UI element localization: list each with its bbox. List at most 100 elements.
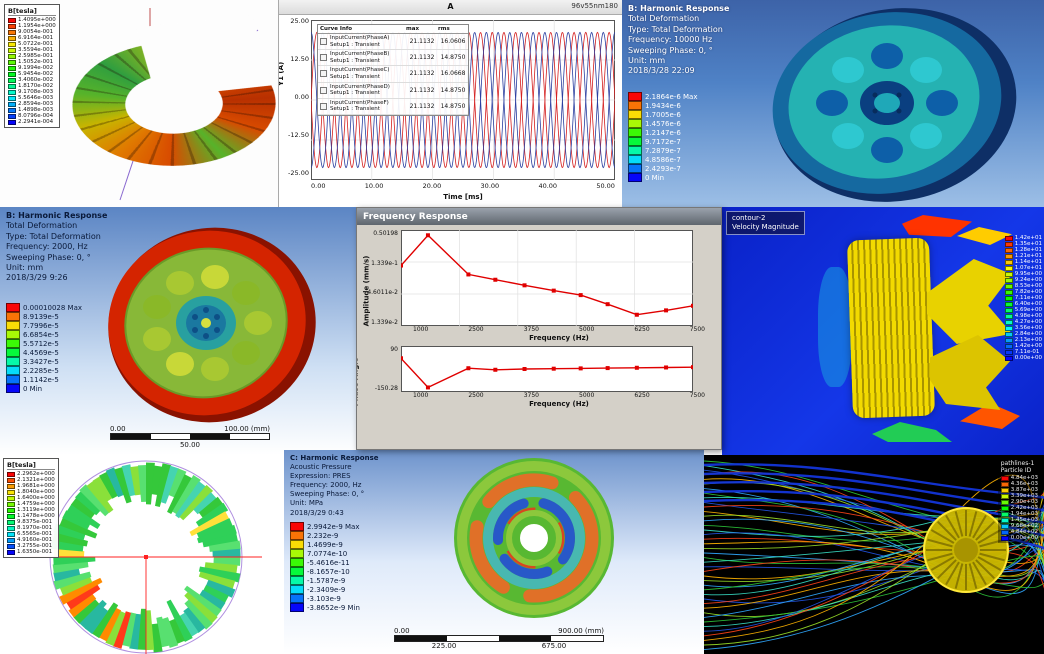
legend-row: 0.00e+00 bbox=[1004, 355, 1042, 361]
legend-value: 3.5594e-001 bbox=[18, 47, 54, 53]
legend-row: 2.2941e-004 bbox=[8, 119, 56, 125]
legend-value: 4.8586e-7 bbox=[645, 155, 681, 164]
pathline-quantity: Particle ID bbox=[1000, 467, 1032, 475]
tick-label: 1.339e-1 bbox=[371, 259, 398, 267]
legend-row: 1.42e+00 bbox=[1004, 343, 1042, 349]
legend-swatch bbox=[1004, 247, 1013, 253]
info-line: Acoustic Pressure bbox=[290, 463, 352, 472]
ruler-start: 0.00 bbox=[394, 627, 410, 635]
legend-swatch bbox=[7, 525, 15, 531]
legend-swatch bbox=[7, 483, 15, 489]
legend-swatch bbox=[8, 47, 16, 53]
legend-value: 1.1478e+000 bbox=[17, 513, 55, 519]
legend-row: 1.35e+01 bbox=[1004, 241, 1042, 247]
legend-value: 6.5565e-001 bbox=[17, 531, 53, 537]
curve-max: 21.1132 bbox=[409, 102, 435, 110]
legend-value: 1.14e+01 bbox=[1014, 259, 1042, 265]
legend-value: 4.4569e-5 bbox=[23, 348, 59, 357]
wheel-3d-view[interactable] bbox=[86, 211, 356, 441]
info-line: B: Harmonic Response bbox=[628, 4, 730, 13]
legend-swatch bbox=[8, 101, 16, 107]
window-titlebar[interactable]: Frequency Response bbox=[357, 208, 721, 225]
wheel-3d-view[interactable] bbox=[712, 0, 1044, 207]
legend-row: 9.8375e-001 bbox=[7, 519, 55, 525]
legend-swatch bbox=[1000, 535, 1009, 541]
legend-swatch bbox=[628, 137, 642, 146]
info-line: Expression: PRES bbox=[290, 472, 351, 481]
curve-name: InputCurrent(PhaseC) Setup1 : Transient bbox=[330, 67, 390, 80]
legend-swatch bbox=[7, 489, 15, 495]
legend-value: 7.0774e-10 bbox=[307, 549, 348, 558]
legend-swatch bbox=[628, 110, 642, 119]
legend-swatch bbox=[8, 95, 16, 101]
legend-value: 1.1142e-5 bbox=[23, 375, 59, 384]
legend-swatch bbox=[1004, 241, 1013, 247]
legend-value: -3.8652e-9 Min bbox=[307, 603, 360, 612]
legend-swatch bbox=[1004, 259, 1013, 265]
legend-row: 1.7005e-6 bbox=[628, 110, 697, 119]
phase-x-label: Frequency (Hz) bbox=[529, 400, 589, 408]
legend-row: 5.5646e-003 bbox=[8, 95, 56, 101]
legend-row: 1.4095e+000 bbox=[8, 17, 56, 23]
legend-swatch bbox=[6, 357, 20, 366]
info-line: Unit: mm bbox=[628, 55, 666, 65]
legend-row: 2.1864e-6 Max bbox=[628, 92, 697, 101]
legend-row: 9.7172e-7 bbox=[628, 137, 697, 146]
amplitude-chart-block: Amplitude (mm/s) 0.50198 1.339e-1 4.6011e-… bbox=[361, 230, 717, 344]
legend-value: 3.4060e-002 bbox=[18, 77, 54, 83]
curve-rms: 16.0668 bbox=[440, 70, 466, 78]
result-info: B: Harmonic Response Total Deformation Typ… bbox=[628, 4, 729, 77]
legend-value: 4.36e+03 bbox=[1010, 481, 1038, 488]
legend-value: 3.2755e-001 bbox=[17, 543, 53, 549]
legend-row: 4.36e+03 bbox=[1000, 481, 1038, 488]
curve-max: 21.1132 bbox=[409, 38, 435, 46]
legend-swatch bbox=[8, 83, 16, 89]
legend-value: 1.9681e+000 bbox=[17, 483, 55, 489]
legend-row: 1.1954e+000 bbox=[8, 23, 56, 29]
legend-row: 8.53e+00 bbox=[1004, 283, 1042, 289]
ring-flux-view[interactable] bbox=[0, 455, 284, 654]
field-legend: B[tesla] 1.4095e+000 1.1954e+000 9.0054e-0… bbox=[4, 4, 60, 128]
amplitude-x-label: Frequency (Hz) bbox=[529, 334, 589, 342]
legend-swatch bbox=[7, 501, 15, 507]
legend-swatch bbox=[1004, 295, 1013, 301]
legend-row: 4.4569e-5 bbox=[6, 348, 82, 357]
acoustic-disc-view[interactable] bbox=[394, 450, 704, 630]
legend-value: 2.2962e+000 bbox=[17, 471, 55, 477]
legend-swatch bbox=[1004, 337, 1013, 343]
fan-gear-3d[interactable] bbox=[846, 237, 936, 419]
curve-name: InputCurrent(PhaseF) Setup1 : Transient bbox=[330, 99, 389, 113]
legend-value: 0.00e+00 bbox=[1014, 355, 1042, 361]
pathline-legend: pathlines-1 Particle ID 4.84e+03 4.36e+03… bbox=[997, 458, 1041, 544]
tick-label: 25.00 bbox=[290, 17, 309, 25]
legend-swatch bbox=[7, 549, 15, 555]
legend-row: 3.5594e-001 bbox=[8, 47, 56, 53]
legend-swatch bbox=[6, 330, 20, 339]
ruler-mid2: 675.00 bbox=[541, 642, 567, 650]
velocity-patch bbox=[872, 422, 952, 442]
legend-swatch bbox=[7, 543, 15, 549]
legend-value: 6.6854e-5 bbox=[23, 330, 59, 339]
legend-value: 1.4699e-9 bbox=[307, 540, 343, 549]
high-velocity-patch bbox=[902, 215, 972, 237]
streamline-3d-view[interactable] bbox=[704, 455, 1044, 654]
tick-label: 90 bbox=[390, 346, 398, 353]
curve-info-row: InputCurrent(PhaseC) Setup1 : Transient 21… bbox=[318, 66, 468, 83]
legend-value: 1.42e+01 bbox=[1014, 235, 1042, 241]
legend-row: -3.8652e-9 Min bbox=[290, 603, 360, 612]
legend-value: 1.6400e+000 bbox=[17, 495, 55, 501]
amplitude-chart[interactable] bbox=[401, 230, 693, 326]
curve-rms: 14.8750 bbox=[440, 102, 466, 110]
legend-swatch bbox=[1000, 529, 1009, 535]
phase-y-label: Phase Angle bbox=[356, 357, 360, 407]
legend-swatch bbox=[290, 531, 304, 540]
legend-row: 2.9942e-9 Max bbox=[290, 522, 360, 531]
legend-row: 4.8586e-7 bbox=[628, 155, 697, 164]
legend-value: 3.39e+03 bbox=[1010, 493, 1038, 500]
legend-row: 0 Min bbox=[628, 173, 697, 182]
phase-chart[interactable] bbox=[401, 346, 693, 392]
legend-swatch bbox=[7, 477, 15, 483]
legend-row: 1.2147e-6 bbox=[628, 128, 697, 137]
legend-swatch bbox=[8, 77, 16, 83]
legend-swatch bbox=[8, 71, 16, 77]
